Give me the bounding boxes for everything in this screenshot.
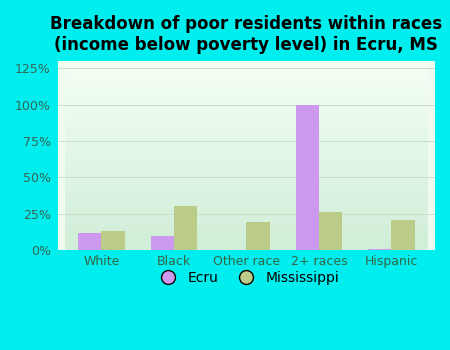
Bar <box>151 236 174 250</box>
Bar <box>247 222 270 250</box>
Bar <box>78 233 101 250</box>
Bar <box>101 231 125 250</box>
Bar <box>296 105 319 250</box>
Bar <box>368 248 392 250</box>
Bar <box>319 212 342 250</box>
Legend: Ecru, Mississippi: Ecru, Mississippi <box>148 265 345 290</box>
Bar <box>392 219 415 250</box>
Title: Breakdown of poor residents within races
(income below poverty level) in Ecru, M: Breakdown of poor residents within races… <box>50 15 442 54</box>
Bar <box>174 206 197 250</box>
